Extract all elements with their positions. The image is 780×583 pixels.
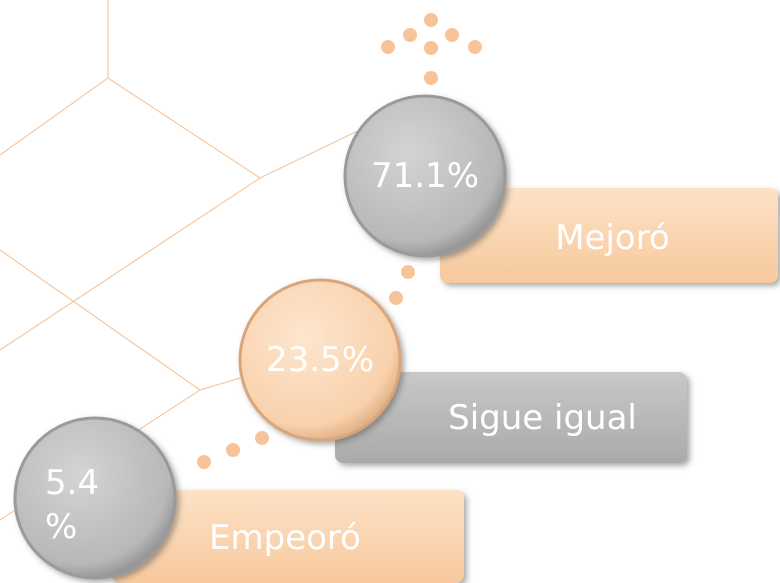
- label-box: [112, 490, 464, 583]
- label-text: Empeoró: [209, 517, 361, 558]
- value-circle: [343, 94, 507, 258]
- value-text: 5.4 %: [45, 462, 100, 547]
- value-circle: [13, 416, 177, 580]
- label-box: [440, 188, 778, 283]
- label-box: [335, 372, 687, 463]
- value-text: 71.1%: [370, 155, 479, 196]
- label-text: Sigue igual: [448, 397, 637, 438]
- value-text: 23.5%: [265, 339, 374, 380]
- label-text: Mejoró: [555, 217, 670, 258]
- decor-lines: [0, 0, 371, 521]
- value-circle: [238, 278, 402, 442]
- dots: [195, 11, 484, 471]
